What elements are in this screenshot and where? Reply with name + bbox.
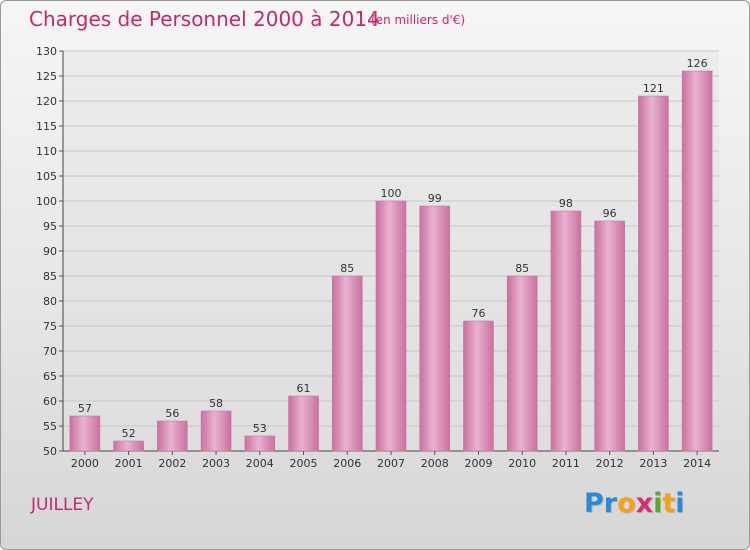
data-label: 76 bbox=[471, 307, 485, 320]
x-tick-label: 2005 bbox=[290, 457, 318, 470]
y-tick-label: 125 bbox=[36, 70, 57, 83]
logo-letter: o bbox=[617, 488, 636, 519]
y-tick-label: 65 bbox=[43, 370, 57, 383]
data-label: 53 bbox=[253, 422, 267, 435]
data-label: 85 bbox=[515, 262, 529, 275]
x-tick-label: 2014 bbox=[683, 457, 711, 470]
y-tick-label: 130 bbox=[36, 45, 57, 58]
bar bbox=[419, 205, 451, 452]
data-label: 61 bbox=[297, 382, 311, 395]
x-tick-label: 2008 bbox=[421, 457, 449, 470]
data-label: 85 bbox=[340, 262, 354, 275]
bar bbox=[200, 410, 232, 452]
bar bbox=[113, 440, 144, 452]
logo-letter: t bbox=[662, 488, 676, 519]
logo-letter: x bbox=[635, 488, 654, 519]
y-tick-label: 55 bbox=[43, 420, 57, 433]
y-tick-label: 50 bbox=[43, 445, 57, 458]
x-tick-label: 2006 bbox=[333, 457, 361, 470]
x-tick-label: 2001 bbox=[115, 457, 143, 470]
logo-letter: r bbox=[603, 488, 618, 519]
y-tick-label: 80 bbox=[43, 295, 57, 308]
x-tick-label: 2004 bbox=[246, 457, 274, 470]
x-tick-label: 2011 bbox=[552, 457, 580, 470]
y-tick-label: 100 bbox=[36, 195, 57, 208]
x-tick-label: 2009 bbox=[464, 457, 492, 470]
bar bbox=[550, 210, 582, 452]
proxiti-logo: Proxiti bbox=[584, 488, 685, 519]
data-label: 58 bbox=[209, 397, 223, 410]
bar bbox=[288, 395, 319, 452]
data-label: 56 bbox=[165, 407, 179, 420]
y-tick-label: 85 bbox=[43, 270, 57, 283]
data-label: 126 bbox=[687, 57, 708, 70]
bar bbox=[463, 320, 494, 452]
data-label: 52 bbox=[122, 427, 136, 440]
bar bbox=[681, 70, 713, 452]
data-label: 96 bbox=[603, 207, 617, 220]
data-label: 121 bbox=[643, 82, 664, 95]
y-tick-label: 115 bbox=[36, 120, 57, 133]
y-tick-label: 75 bbox=[43, 320, 57, 333]
bar bbox=[594, 220, 625, 452]
bar bbox=[244, 435, 276, 452]
y-tick-label: 120 bbox=[36, 95, 57, 108]
x-tick-label: 2013 bbox=[639, 457, 667, 470]
x-tick-label: 2000 bbox=[71, 457, 99, 470]
y-tick-label: 70 bbox=[43, 345, 57, 358]
y-tick-label: 90 bbox=[43, 245, 57, 258]
logo-letter: P bbox=[584, 488, 604, 519]
chart-subtitle: (en milliers d'€) bbox=[371, 13, 466, 27]
y-tick-label: 110 bbox=[36, 145, 57, 158]
data-label: 99 bbox=[428, 192, 442, 205]
bar bbox=[506, 275, 538, 452]
logo-letter: i bbox=[653, 488, 663, 519]
data-label: 57 bbox=[78, 402, 92, 415]
logo-letter: i bbox=[675, 488, 685, 519]
data-label: 100 bbox=[381, 187, 402, 200]
commune-name: JUILLEY bbox=[31, 495, 94, 515]
y-tick-label: 60 bbox=[43, 395, 57, 408]
x-tick-label: 2007 bbox=[377, 457, 405, 470]
bar bbox=[375, 200, 407, 452]
x-tick-label: 2012 bbox=[596, 457, 624, 470]
x-tick-label: 2003 bbox=[202, 457, 230, 470]
data-label: 98 bbox=[559, 197, 573, 210]
bar bbox=[331, 275, 363, 452]
y-tick-label: 95 bbox=[43, 220, 57, 233]
bar bbox=[157, 420, 188, 452]
chart-title: Charges de Personnel 2000 à 2014 bbox=[29, 7, 380, 31]
y-tick-label: 105 bbox=[36, 170, 57, 183]
x-tick-label: 2010 bbox=[508, 457, 536, 470]
x-tick-label: 2002 bbox=[158, 457, 186, 470]
bar bbox=[69, 415, 101, 452]
bar bbox=[638, 95, 669, 452]
